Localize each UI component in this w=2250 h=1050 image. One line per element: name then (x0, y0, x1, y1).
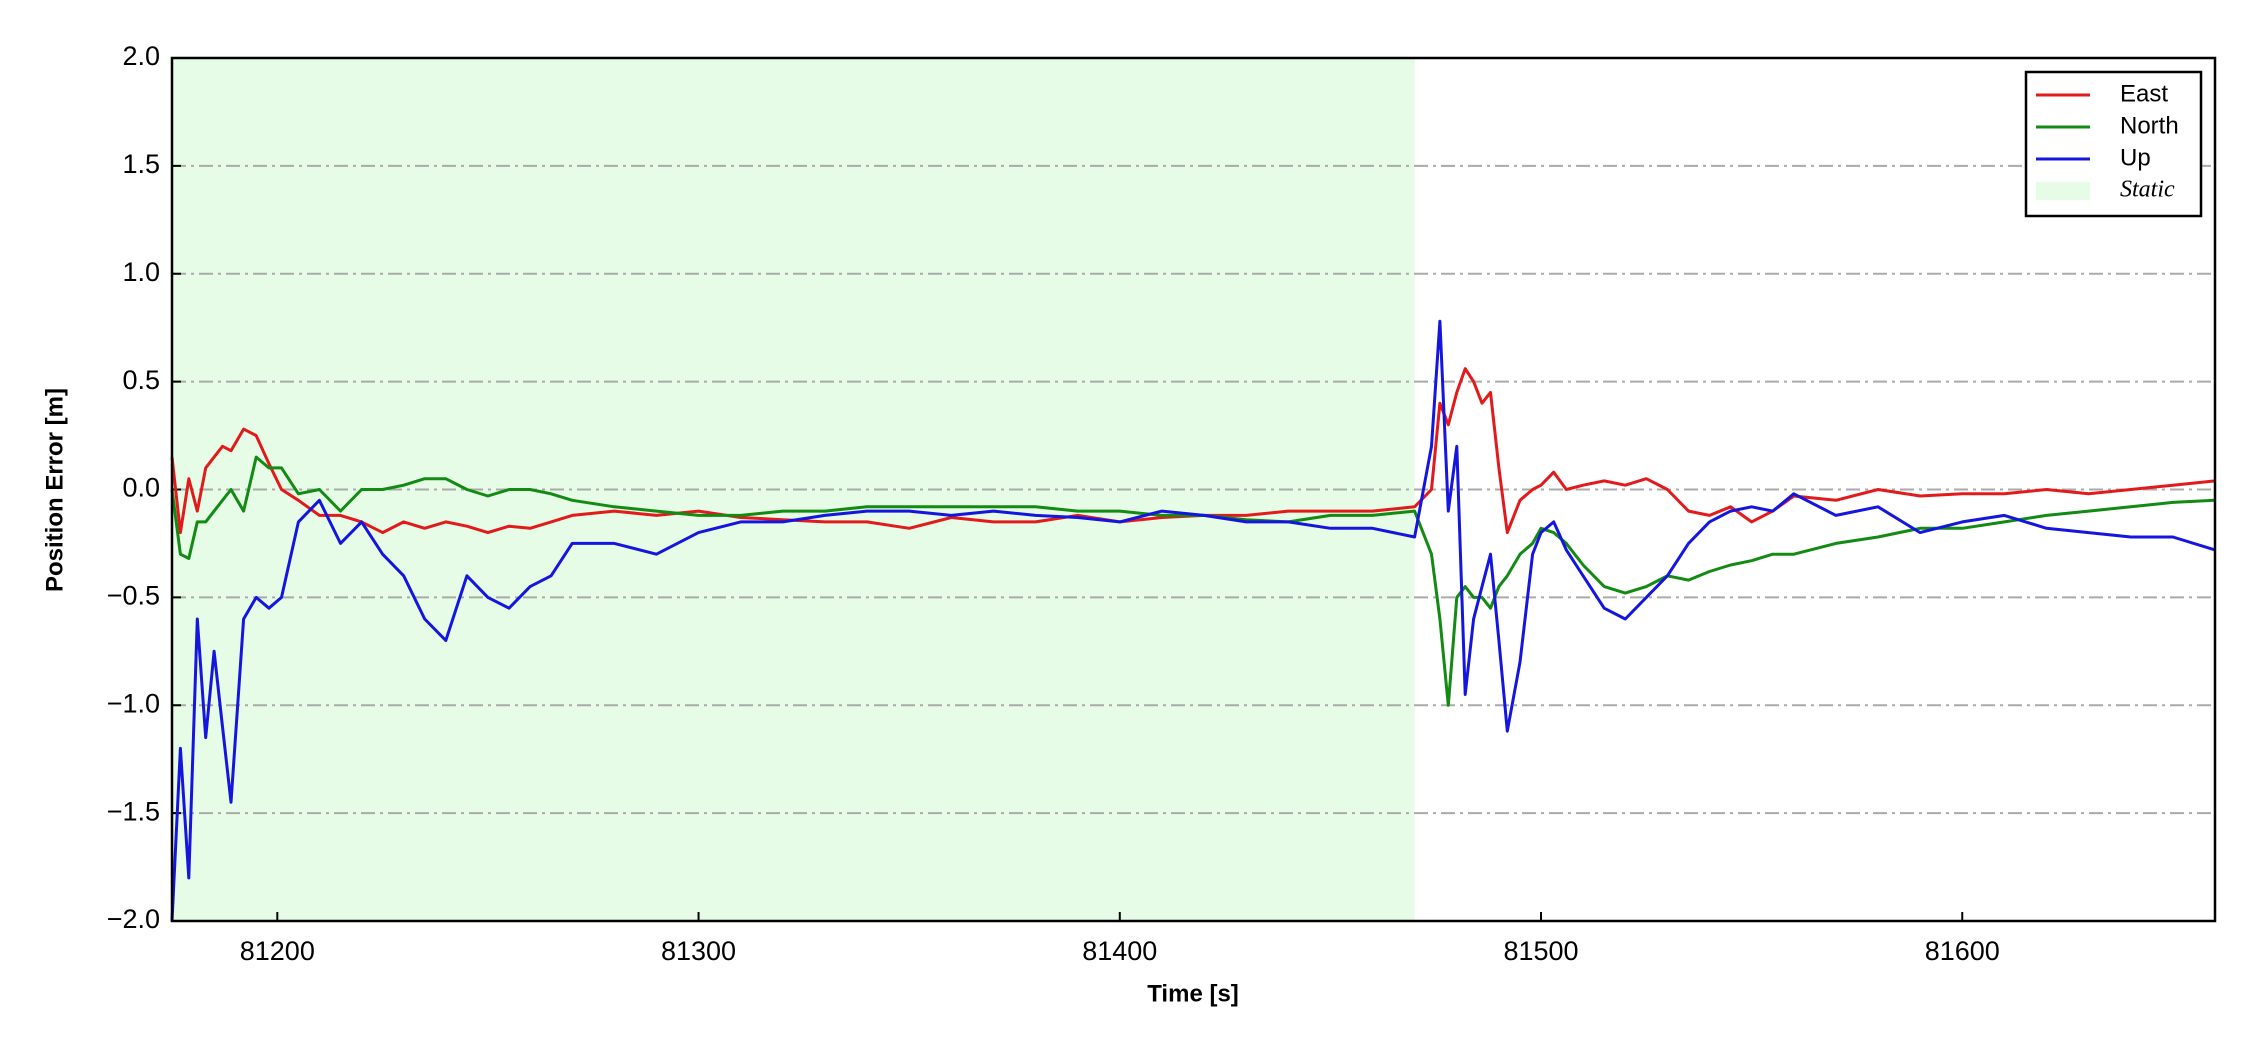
y-tick-label: 1.5 (122, 149, 160, 179)
y-tick-label: −1.0 (107, 688, 160, 718)
legend-label: Up (2120, 144, 2151, 171)
y-tick-label: 0.0 (122, 473, 160, 503)
data-line (170, 367, 2216, 535)
x-tick-label: 81200 (240, 936, 315, 966)
y-tick-label: 0.5 (122, 365, 160, 395)
plot-background (172, 57, 2215, 922)
plot-frame (170, 56, 2217, 923)
y-tick-label: −0.5 (107, 581, 160, 611)
y-tick-label: −2.0 (107, 904, 160, 934)
x-tick-label: 81300 (661, 936, 736, 966)
x-tick-label: 81600 (1925, 936, 2000, 966)
legend-label: East (2120, 80, 2168, 107)
data-line (170, 319, 2216, 922)
x-axis-label: Time [s] (1147, 980, 1239, 1007)
legend-swatch (2036, 182, 2090, 200)
x-tick-label: 81500 (1503, 936, 1578, 966)
x-tick-label: 81400 (1082, 936, 1157, 966)
legend-label: North (2120, 112, 2179, 139)
y-tick-label: −1.5 (107, 796, 160, 826)
y-axis-label: Position Error [m] (41, 388, 68, 592)
legend-label: Static (2120, 177, 2175, 203)
y-tick-label: 2.0 (122, 41, 160, 71)
y-tick-label: 1.0 (122, 257, 160, 287)
